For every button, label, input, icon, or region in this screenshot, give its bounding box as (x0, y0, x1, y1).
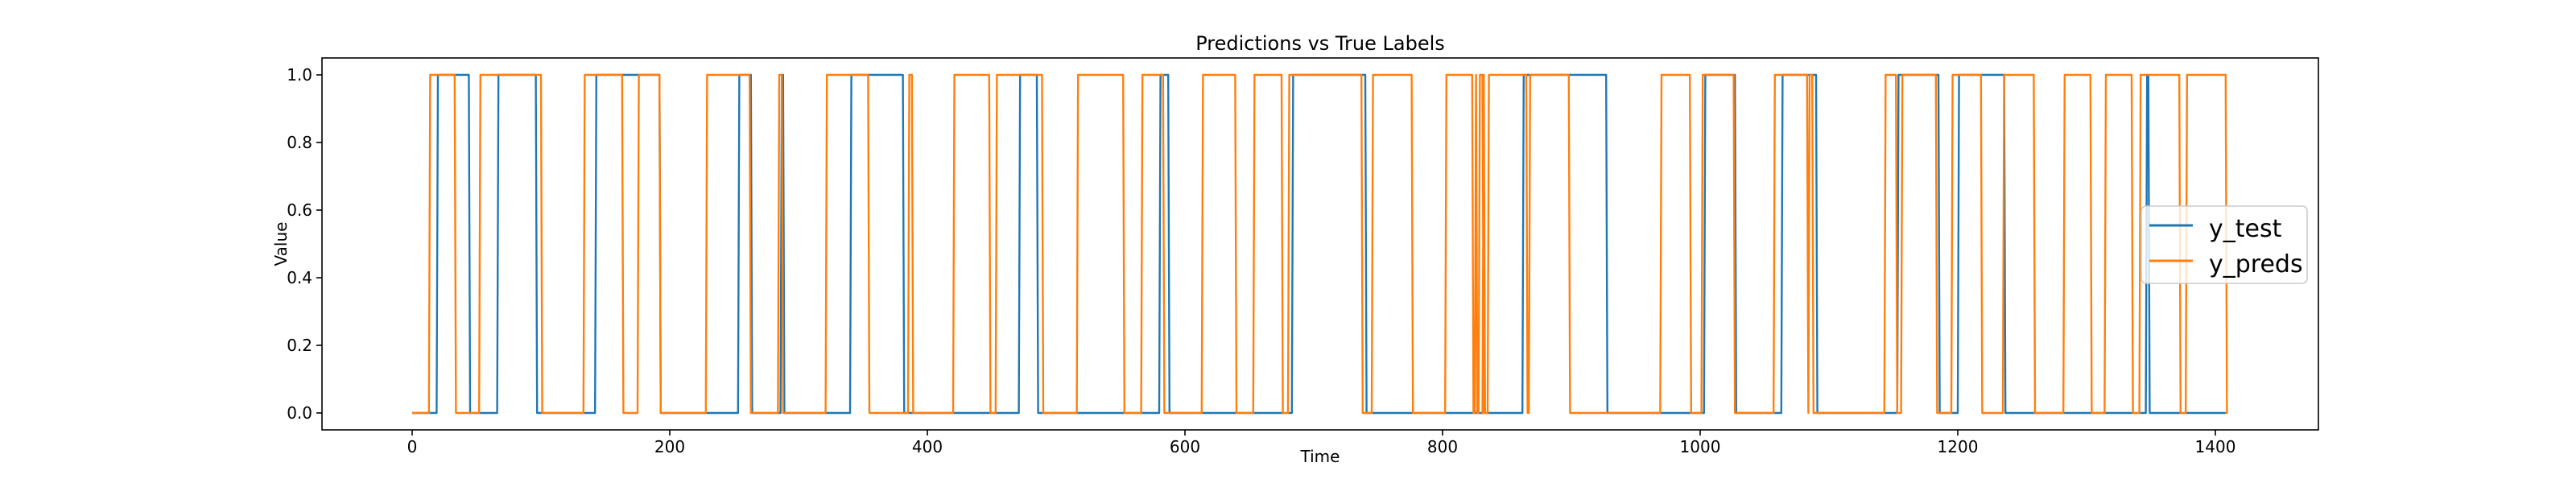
x-tick-label: 600 (1170, 437, 1200, 456)
y-tick-label: 0.6 (287, 200, 312, 220)
x-tick-label: 1400 (2195, 437, 2236, 456)
y-tick-label: 0.0 (287, 403, 312, 423)
x-tick-label: 0 (407, 437, 418, 456)
plot-frame (321, 57, 2319, 431)
legend-label-y-preds: y_preds (2209, 250, 2303, 279)
y-axis-title: Value (271, 222, 291, 266)
series-layer (412, 73, 2228, 415)
y-tick-label: 1.0 (287, 65, 312, 85)
legend-label-y-test: y_test (2209, 215, 2282, 243)
chart-title: Predictions vs True Labels (1195, 32, 1445, 55)
legend: y_test y_preds (2140, 205, 2308, 284)
x-tick-label: 1000 (1680, 437, 1721, 456)
x-axis: 0 200 400 600 800 1000 1200 1400 (407, 430, 2236, 456)
x-tick-label: 800 (1427, 437, 1458, 456)
y-axis: 0.0 0.2 0.4 0.6 0.8 1.0 (287, 65, 322, 423)
x-tick-label: 1200 (1938, 437, 1979, 456)
x-tick-label: 200 (654, 437, 685, 456)
y-tick-label: 0.2 (287, 336, 312, 355)
series-line-y-preds (412, 73, 2228, 415)
x-tick-label: 400 (912, 437, 943, 456)
y-tick-label: 0.4 (287, 268, 312, 287)
x-axis-title: Time (1300, 447, 1340, 466)
y-tick-label: 0.8 (287, 133, 312, 152)
